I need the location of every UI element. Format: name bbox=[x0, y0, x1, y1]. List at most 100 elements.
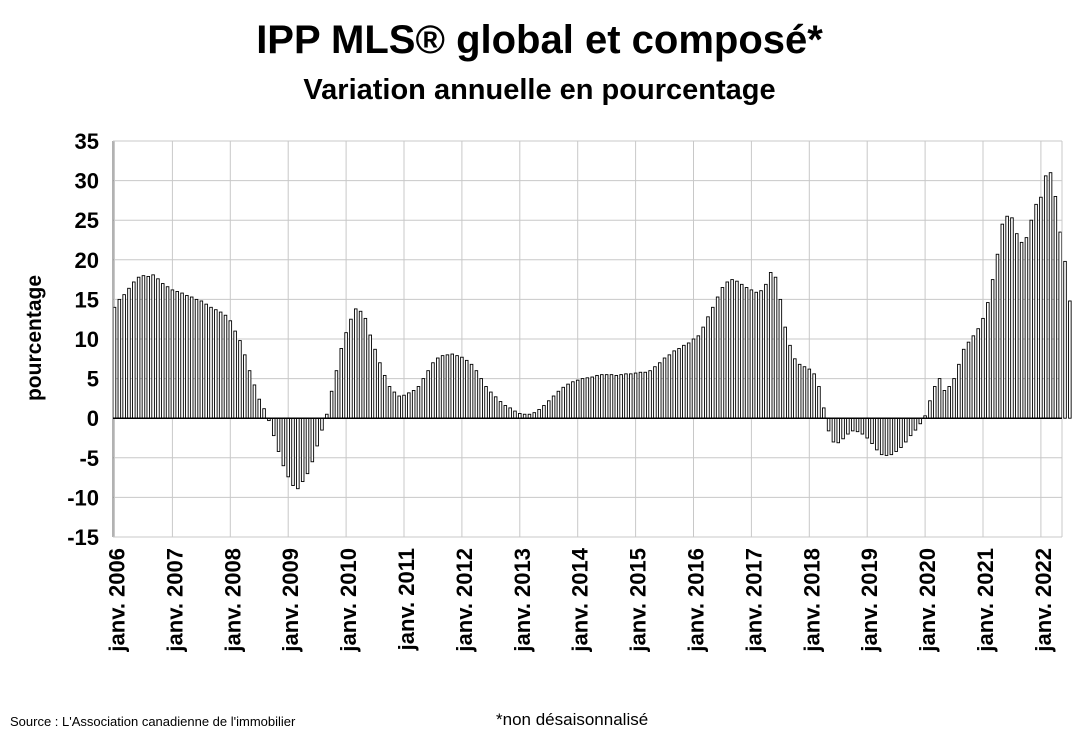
y-tick-label: 20 bbox=[75, 248, 99, 273]
bar bbox=[740, 283, 744, 419]
bar bbox=[696, 335, 701, 419]
bar bbox=[127, 287, 131, 419]
bar bbox=[378, 362, 382, 419]
bar bbox=[252, 384, 257, 419]
bar bbox=[826, 417, 831, 432]
bar bbox=[1048, 172, 1053, 419]
bar bbox=[392, 391, 397, 419]
bar bbox=[633, 372, 638, 419]
bar bbox=[450, 353, 455, 419]
bar bbox=[807, 368, 812, 419]
bar bbox=[957, 363, 961, 419]
bar bbox=[831, 417, 836, 443]
x-tick-label: janv. 2013 bbox=[510, 548, 535, 653]
grid-lines bbox=[113, 140, 1062, 538]
bar bbox=[175, 291, 179, 419]
bar bbox=[238, 340, 242, 419]
bar bbox=[648, 370, 652, 419]
x-tick-label: janv. 2008 bbox=[220, 548, 245, 653]
bar bbox=[271, 417, 276, 437]
bar bbox=[185, 294, 189, 419]
bar bbox=[537, 409, 541, 419]
bar bbox=[725, 281, 730, 419]
bar bbox=[421, 378, 426, 419]
bar bbox=[662, 357, 667, 419]
bar bbox=[976, 328, 980, 419]
bar bbox=[841, 417, 845, 440]
bar bbox=[117, 298, 122, 419]
bar bbox=[884, 417, 889, 456]
bar bbox=[580, 378, 585, 419]
bar bbox=[296, 417, 300, 490]
bar bbox=[566, 383, 570, 419]
bar bbox=[233, 330, 237, 419]
bar bbox=[1068, 300, 1072, 419]
bar bbox=[764, 283, 768, 419]
bar bbox=[686, 342, 691, 419]
bar bbox=[460, 356, 464, 419]
bar bbox=[730, 279, 734, 419]
bar bbox=[387, 386, 392, 419]
bar bbox=[339, 348, 344, 419]
bar bbox=[122, 294, 126, 419]
bar bbox=[1005, 215, 1009, 419]
bar bbox=[822, 407, 826, 419]
bar bbox=[218, 311, 223, 419]
bar bbox=[571, 381, 575, 419]
bar bbox=[773, 276, 778, 419]
bar bbox=[701, 326, 705, 419]
bar bbox=[870, 417, 874, 444]
bar bbox=[1034, 203, 1038, 419]
bar bbox=[908, 417, 913, 437]
bar bbox=[489, 391, 493, 419]
bar bbox=[407, 392, 411, 419]
bar bbox=[913, 417, 918, 431]
bar bbox=[276, 417, 281, 452]
bar bbox=[961, 348, 966, 419]
bar bbox=[797, 363, 802, 419]
bar bbox=[947, 386, 951, 419]
bar bbox=[904, 417, 908, 443]
bar bbox=[624, 373, 628, 419]
bar bbox=[595, 374, 599, 419]
bar bbox=[141, 275, 146, 419]
bar bbox=[262, 408, 266, 419]
bar bbox=[508, 407, 512, 419]
bar bbox=[600, 374, 604, 419]
bar bbox=[320, 417, 324, 431]
bar bbox=[281, 417, 286, 467]
bar bbox=[986, 302, 990, 419]
x-tick-label: janv. 2006 bbox=[105, 548, 130, 653]
bar bbox=[609, 374, 614, 419]
bar bbox=[918, 417, 923, 425]
bar bbox=[711, 306, 715, 419]
bar bbox=[720, 287, 725, 419]
bar bbox=[657, 362, 662, 419]
bar bbox=[315, 417, 319, 447]
bar bbox=[561, 386, 565, 419]
bar bbox=[1058, 231, 1062, 419]
bar bbox=[547, 400, 551, 419]
bar bbox=[556, 390, 561, 419]
bar bbox=[879, 417, 884, 456]
bar bbox=[682, 344, 686, 419]
bar bbox=[817, 386, 821, 419]
bar bbox=[493, 396, 498, 419]
bar bbox=[156, 278, 160, 419]
bar bbox=[855, 417, 860, 433]
bar bbox=[204, 303, 208, 419]
y-tick-label: 15 bbox=[75, 287, 99, 312]
bar bbox=[850, 417, 855, 432]
axes bbox=[112, 140, 1063, 538]
bar bbox=[590, 376, 594, 419]
bar bbox=[604, 374, 609, 419]
bar bbox=[1010, 217, 1014, 419]
bars bbox=[112, 172, 1072, 490]
bar bbox=[170, 289, 175, 419]
bar bbox=[165, 286, 170, 419]
y-tick-label: 35 bbox=[75, 129, 99, 154]
bar bbox=[223, 314, 228, 419]
bar bbox=[228, 320, 233, 419]
y-tick-labels: -15 -10 -5 0 5 10 15 20 25 30 35 bbox=[67, 129, 99, 550]
